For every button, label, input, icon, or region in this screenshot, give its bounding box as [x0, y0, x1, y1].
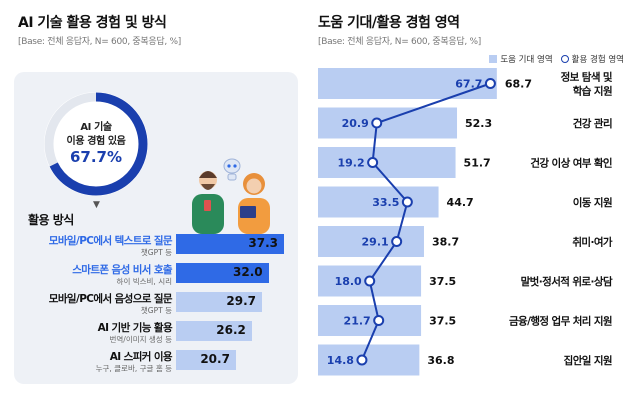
usage-donut [44, 92, 148, 196]
method-row: 모바일/PC에서 음성으로 질문 챗GPT 등 29.7 [14, 290, 284, 318]
woman-figure-icon [238, 173, 270, 234]
category-label: 건강 관리 [573, 117, 612, 130]
method-bar: 29.7 [176, 292, 262, 312]
method-sublabel: 챗GPT 등 [140, 306, 172, 315]
expectation-bar [318, 344, 420, 376]
method-value: 26.2 [216, 323, 246, 337]
category-label: 취미·여가 [572, 236, 613, 249]
expectation-bar [318, 226, 424, 257]
legend-dot-icon [560, 55, 569, 63]
method-label: 모바일/PC에서 텍스트로 질문 [48, 235, 173, 247]
expectation-value: 37.5 [429, 275, 456, 288]
experience-value: 21.7 [344, 315, 371, 328]
experience-point [484, 78, 496, 89]
expectation-value: 68.7 [505, 78, 532, 91]
category-label: 이동 지원 [573, 196, 612, 209]
legend-swatch [489, 55, 498, 63]
method-row: AI 스피커 이용 누구, 클로바, 구글 홈 등 20.7 [14, 348, 284, 376]
experience-point [356, 354, 368, 366]
method-row: 스마트폰 음성 비서 호출 하이 빅스비, 시리 32.0 [14, 261, 284, 289]
expectation-bar [318, 107, 458, 139]
expectation-value: 37.5 [429, 315, 456, 328]
experience-line [360, 82, 491, 361]
expectation-bar [318, 186, 439, 218]
right-panel-title: 도움 기대/활용 경험 영역 [318, 15, 460, 31]
experience-point [391, 236, 403, 247]
usage-method-heading: 활용 방식 [28, 213, 74, 227]
expectation-value: 44.7 [447, 196, 474, 209]
legend-label: 도움 기대 영역 [500, 55, 553, 65]
donut-center: AI 기술 이용 경험 있음 67.7% [38, 86, 154, 202]
experience-point [373, 315, 385, 326]
category-label: 정보 탐색 및 [561, 71, 613, 84]
donut-background [44, 92, 148, 196]
robot-icon [223, 158, 241, 181]
method-label: AI 스피커 이용 [109, 351, 173, 363]
right-base-note: [Base: 전체 응답자, N= 600, 중복응답, %] [318, 37, 481, 47]
experience-value: 29.1 [362, 236, 389, 249]
area-chart: 68.7 정보 탐색 및학습 지원 52.3 건강 관리 51.7 건강 이상 여부 확인… [318, 68, 622, 376]
legend-label: 활용 경험 영역 [571, 55, 624, 65]
left-panel-title: AI 기술 활용 경험 및 방식 [18, 15, 167, 31]
method-bar: 20.7 [176, 350, 236, 370]
method-label: AI 기반 기능 활용 [97, 322, 173, 334]
method-value: 32.0 [233, 265, 263, 279]
experience-value: 67.7 [455, 78, 482, 91]
man-figure-icon [192, 171, 224, 234]
category-label: 금융/행정 업무 처리 지원 [509, 315, 612, 328]
donut-value: 67.7% [69, 148, 123, 166]
expectation-value: 36.8 [427, 354, 454, 367]
expectation-bar [318, 147, 456, 178]
chart-legend: 도움 기대 영역 활용 경험 영역 [489, 53, 624, 65]
method-bar: 32.0 [176, 263, 269, 283]
experience-point [367, 157, 379, 168]
category-label: 학습 지원 [573, 85, 612, 98]
left-base-note: [Base: 전체 응답자, N= 600, 중복응답, %] [18, 37, 181, 47]
method-value: 20.7 [200, 352, 230, 366]
experience-value: 19.2 [337, 157, 364, 170]
category-label: 말벗·정서적 위로·상담 [521, 275, 613, 288]
donut-arc [44, 92, 148, 196]
experience-point [401, 196, 413, 208]
method-row: AI 기반 기능 활용 번역/이미지 생성 등 26.2 [14, 319, 284, 347]
expectation-value: 51.7 [464, 157, 491, 170]
experience-value: 33.5 [372, 196, 399, 209]
method-label: 모바일/PC에서 음성으로 질문 [48, 293, 173, 305]
donut-label-line1: AI 기술 [80, 122, 112, 133]
legend-item-expectation: 도움 기대 영역 [489, 53, 553, 65]
donut-label-line2: 이용 경험 있음 [66, 136, 126, 147]
method-bar: 37.3 [176, 234, 284, 254]
expectation-value: 52.3 [465, 117, 492, 130]
experience-point [364, 275, 376, 287]
method-sublabel: 번역/이미지 생성 등 [109, 335, 173, 344]
experience-value: 20.9 [342, 117, 369, 130]
people-illustration [192, 158, 270, 234]
expectation-bar [318, 68, 497, 99]
method-bar: 26.2 [176, 321, 252, 341]
experience-point [371, 117, 383, 129]
method-sublabel: 하이 빅스비, 시리 [116, 277, 172, 286]
category-label: 집안일 지원 [564, 354, 612, 367]
method-value: 37.3 [248, 236, 278, 250]
method-value: 29.7 [226, 294, 256, 308]
legend-item-experience: 활용 경험 영역 [560, 53, 624, 65]
experience-value: 18.0 [335, 275, 362, 288]
experience-value: 14.8 [327, 354, 354, 367]
expectation-bar [318, 305, 422, 336]
category-label: 건강 이상 여부 확인 [530, 157, 612, 170]
expectation-value: 38.7 [432, 236, 459, 249]
method-sublabel: 챗GPT 등 [140, 248, 172, 257]
method-label: 스마트폰 음성 비서 호출 [72, 264, 172, 276]
method-row: 모바일/PC에서 텍스트로 질문 챗GPT 등 37.3 [14, 232, 284, 260]
arrow-down-icon: ▼ [93, 200, 100, 210]
method-sublabel: 누구, 클로바, 구글 홈 등 [95, 364, 172, 373]
